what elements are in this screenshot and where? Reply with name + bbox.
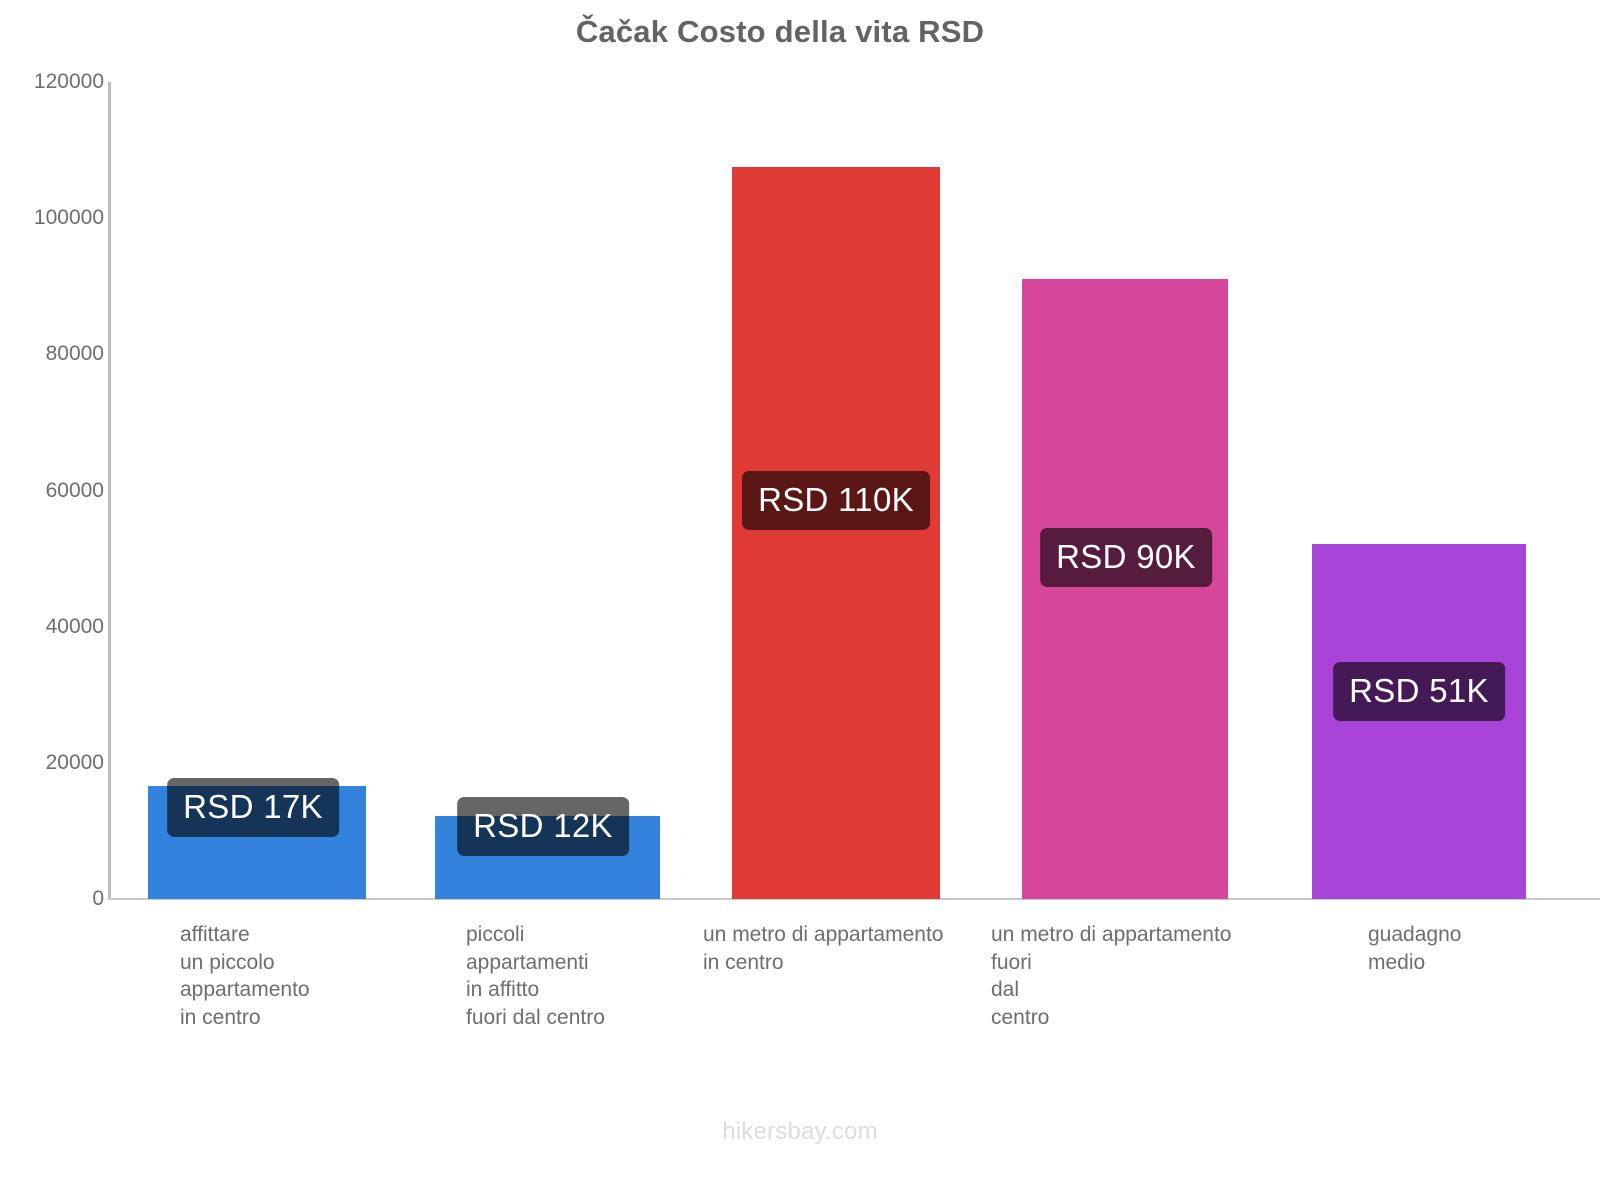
y-axis-tick-0: 0 — [92, 887, 104, 910]
bar-4[interactable] — [1022, 279, 1228, 899]
y-axis-tick-60000: 60000 — [45, 478, 104, 502]
y-axis-tick-40000: 40000 — [45, 614, 104, 638]
x-axis-label-5: guadagno medio — [1368, 923, 1462, 974]
bar-value-label-4: RSD 90K — [1040, 528, 1212, 587]
footer-watermark: hikersbay.com — [722, 1118, 878, 1145]
x-axis-line — [108, 898, 1600, 900]
bar-3[interactable] — [732, 167, 940, 899]
y-axis-tick-80000: 80000 — [45, 342, 104, 366]
y-axis-tick-100000: 100000 — [33, 206, 104, 230]
x-axis-label-4: un metro di appartamento fuori dal centr… — [991, 923, 1232, 1029]
y-axis-tick-20000: 20000 — [45, 750, 104, 774]
bar-value-label-2: RSD 12K — [457, 797, 629, 856]
bar-5[interactable] — [1312, 544, 1526, 899]
x-axis-label-3: un metro di appartamento in centro — [703, 923, 944, 974]
x-axis-label-2: piccoli appartamenti in affitto fuori da… — [466, 923, 605, 1029]
y-axis-tick-120000: 120000 — [33, 70, 104, 93]
x-axis-label-1: affittare un piccolo appartamento in cen… — [180, 923, 310, 1029]
bar-value-label-5: RSD 51K — [1333, 662, 1505, 721]
bar-value-label-1: RSD 17K — [167, 778, 339, 837]
page-title: Čačak Costo della vita RSD — [575, 14, 985, 49]
y-axis-line — [108, 82, 111, 900]
bar-value-label-3: RSD 110K — [742, 471, 930, 530]
